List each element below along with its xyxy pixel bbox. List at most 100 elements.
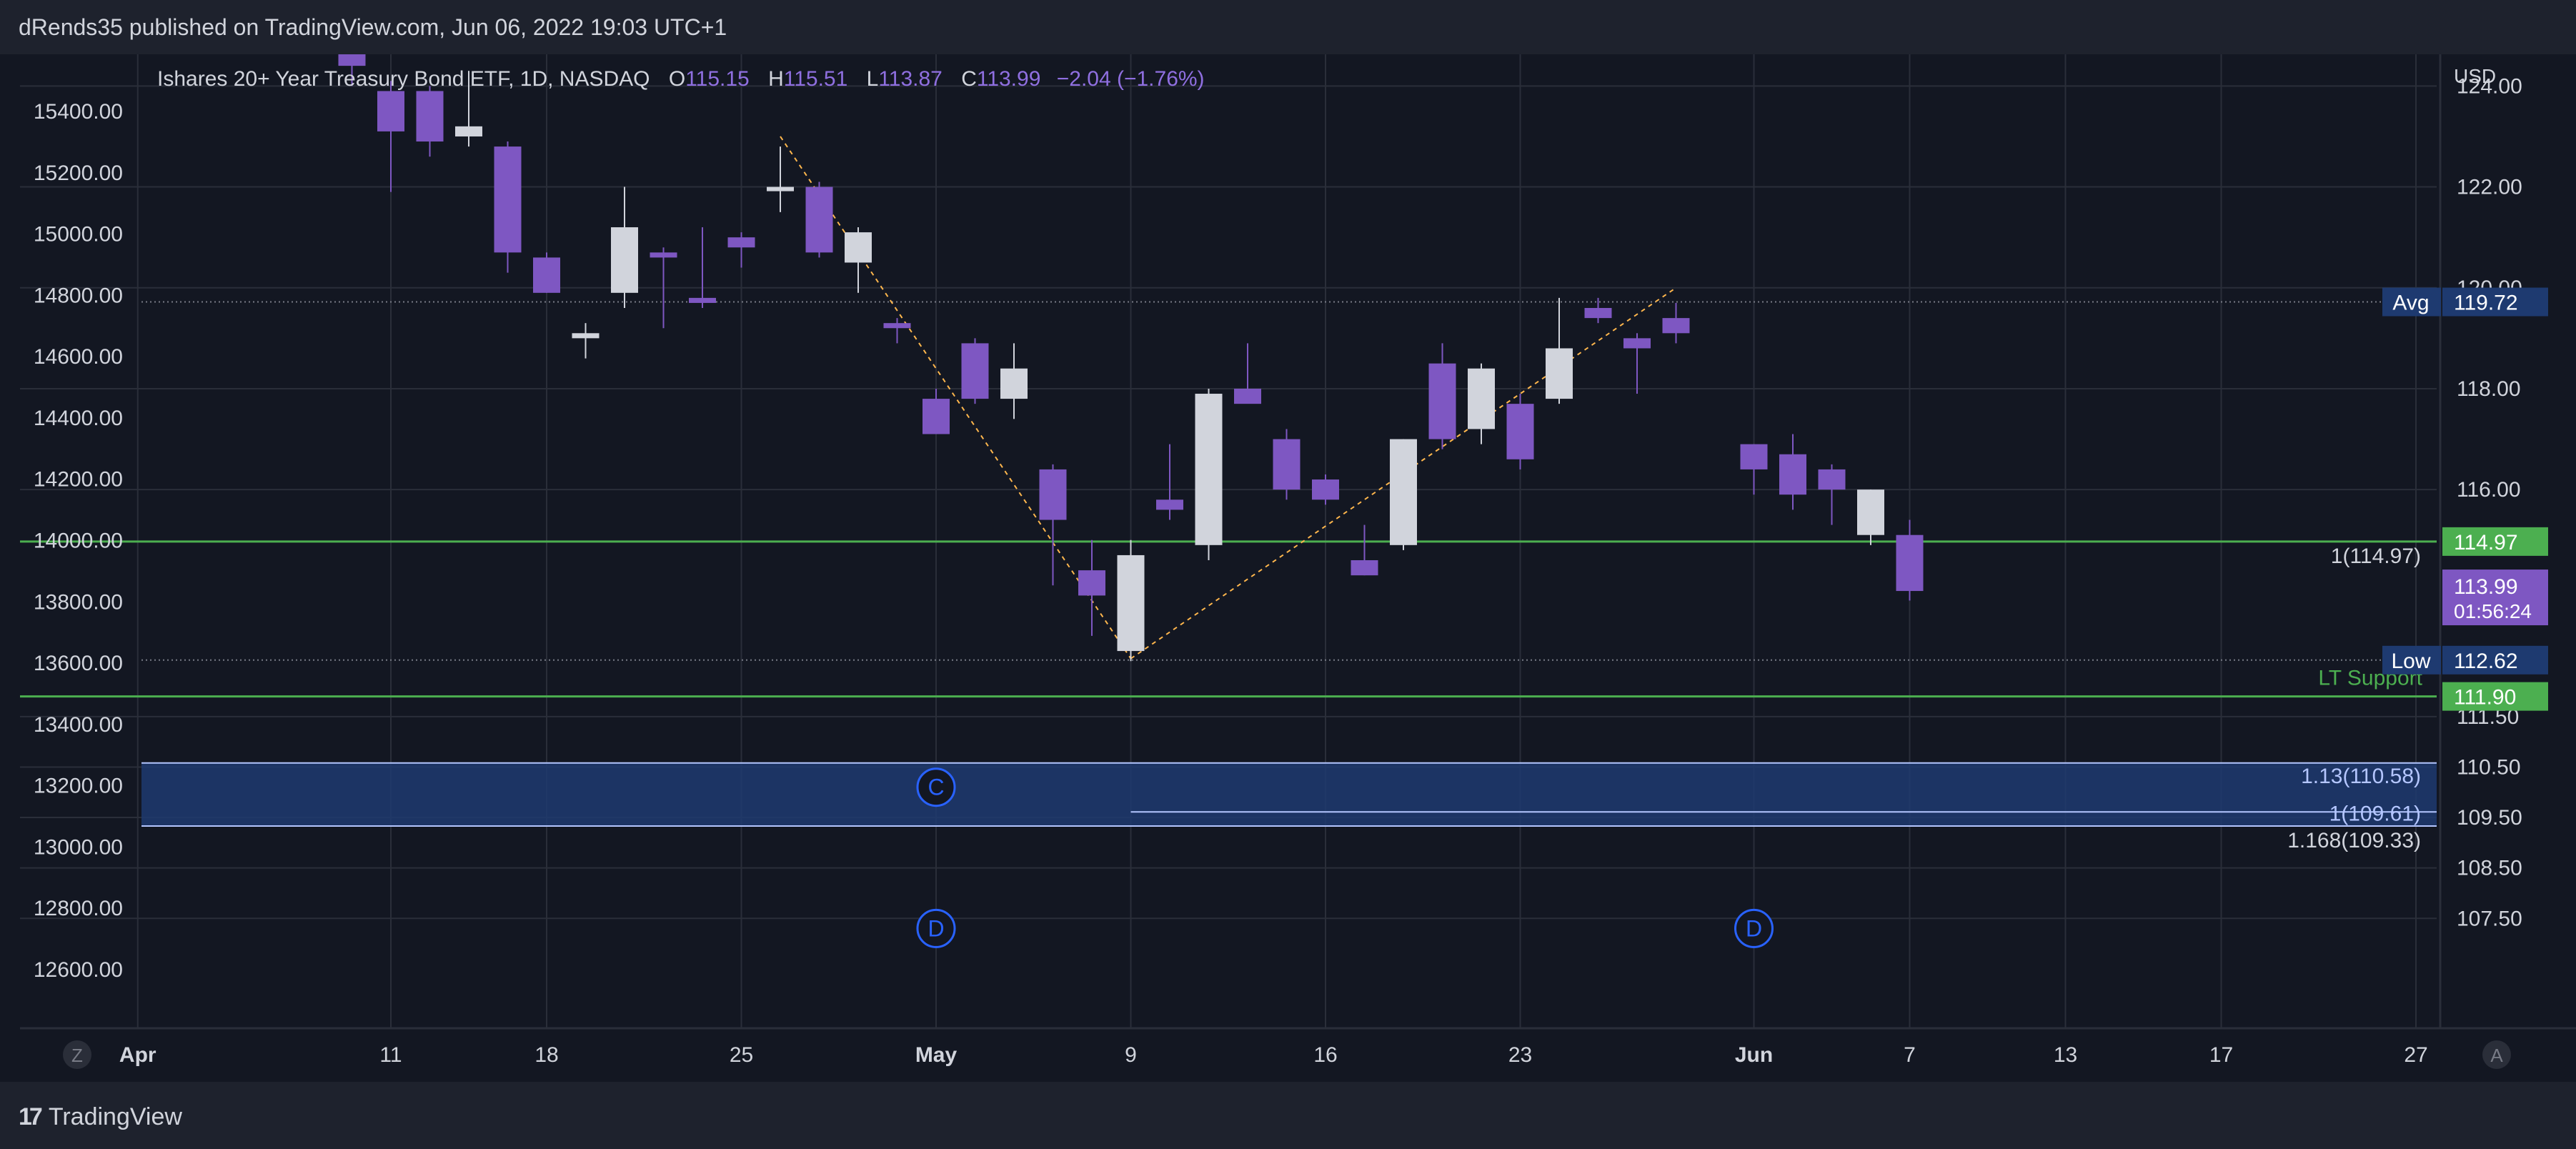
- candle-body[interactable]: [727, 237, 755, 248]
- event-marker-label: D: [1746, 915, 1762, 941]
- candle-body[interactable]: [1312, 479, 1339, 500]
- candle-body[interactable]: [1156, 499, 1183, 510]
- event-marker[interactable]: [916, 767, 956, 807]
- candle-body[interactable]: [1662, 318, 1690, 334]
- candle-body[interactable]: [1896, 534, 1924, 592]
- candle-body[interactable]: [1117, 554, 1145, 652]
- candle-body[interactable]: [650, 252, 677, 258]
- candle-body[interactable]: [805, 186, 833, 253]
- left-axis-tick: 13400.00: [34, 713, 123, 737]
- candle-body[interactable]: [1857, 489, 1884, 535]
- candle-body[interactable]: [1740, 444, 1768, 469]
- candle-body[interactable]: [338, 54, 366, 66]
- footer: 17 TradingView: [0, 1082, 2576, 1149]
- time-axis-panel: [0, 1028, 2576, 1082]
- chart-background: [0, 54, 2576, 1082]
- candle-body[interactable]: [455, 126, 482, 136]
- right-axis-tick: 109.50: [2457, 806, 2522, 830]
- time-axis-tick: 9: [1125, 1043, 1137, 1067]
- candle-body[interactable]: [1234, 388, 1261, 404]
- close-value: 113.99: [976, 67, 1041, 91]
- left-axis-tick: 14600.00: [34, 345, 123, 369]
- left-axis-tick: 13000.00: [34, 835, 123, 859]
- tag-114-97-text: 114.97: [2454, 531, 2518, 554]
- tradingview-logo[interactable]: 17 TradingView: [19, 1103, 182, 1131]
- candle-body[interactable]: [416, 91, 444, 142]
- candle-body[interactable]: [377, 91, 404, 131]
- attribution-text: dRends35 published on TradingView.com, J…: [19, 14, 727, 40]
- candle-body[interactable]: [572, 333, 600, 339]
- time-axis-tick: 11: [379, 1043, 402, 1067]
- high-label: H: [768, 67, 784, 91]
- auto-scale-button[interactable]: [63, 1040, 91, 1069]
- candle-body[interactable]: [1428, 363, 1456, 439]
- left-axis-tick: 12600.00: [34, 958, 123, 982]
- open-label: O: [668, 67, 686, 91]
- hline-label: 1(114.97): [2331, 544, 2421, 568]
- left-axis-tick: 13200.00: [34, 775, 123, 798]
- current-price-tag: [2442, 569, 2548, 626]
- right-axis-tick: 122.00: [2457, 176, 2522, 199]
- candle-body[interactable]: [689, 297, 716, 303]
- candle-body[interactable]: [1000, 368, 1028, 399]
- auto-button[interactable]: [2482, 1040, 2511, 1069]
- time-axis-tick: Apr: [119, 1043, 156, 1067]
- time-axis-tick: 18: [534, 1043, 558, 1067]
- fib-label: 1.13(110.58): [2301, 765, 2421, 788]
- countdown-text: 01:56:24: [2454, 600, 2532, 622]
- fib-zone: 1.13(110.58) 1(109.61) 1.168(109.33): [141, 762, 2437, 852]
- event-marker-label: C: [928, 775, 944, 800]
- time-axis-tick: May: [915, 1043, 958, 1067]
- right-axis-tick: 107.50: [2457, 907, 2522, 930]
- candle-body[interactable]: [1818, 469, 1846, 490]
- candle-body[interactable]: [611, 227, 638, 293]
- right-axis-tick: 118.00: [2457, 377, 2521, 401]
- current-price-text: 113.99: [2454, 575, 2518, 599]
- candle-body[interactable]: [533, 257, 560, 293]
- candle-body[interactable]: [1039, 469, 1067, 520]
- candle-body[interactable]: [923, 399, 950, 434]
- tag-avg: [2442, 287, 2548, 317]
- label-low: [2382, 645, 2441, 675]
- candles: [338, 54, 1924, 662]
- event-marker-label: D: [928, 915, 944, 941]
- event-marker[interactable]: [1734, 908, 1774, 948]
- left-axis-tick: 14800.00: [34, 284, 123, 307]
- time-axis-tick: 23: [1508, 1043, 1532, 1067]
- candle-body[interactable]: [883, 323, 911, 329]
- right-axis-tick: 124.00: [2457, 74, 2522, 98]
- candle-body[interactable]: [1584, 308, 1612, 319]
- time-axis-tick: 17: [2209, 1043, 2233, 1067]
- time-axis-tick: Jun: [1735, 1043, 1773, 1067]
- candle-body[interactable]: [961, 343, 989, 399]
- candle-body[interactable]: [1195, 394, 1223, 545]
- candle-body[interactable]: [1546, 348, 1573, 399]
- price-tags: 114.97 111.90 119.72 112.62 Avg Low 113.9901:5…: [2382, 287, 2548, 711]
- candle-body[interactable]: [1078, 570, 1105, 596]
- trend-line[interactable]: [780, 136, 1132, 660]
- chart[interactable]: 1.13(110.58) 1(109.61) 1.168(109.33) 1(114…: [0, 54, 2576, 1082]
- candle-body[interactable]: [1779, 454, 1806, 495]
- symbol-name: Ishares 20+ Year Treasury Bond ETF, 1D, …: [157, 67, 650, 91]
- label-avg: [2382, 287, 2441, 317]
- left-axis-tick: 15400.00: [34, 100, 123, 124]
- auto-button-label: A: [2490, 1045, 2503, 1066]
- header: dRends35 published on TradingView.com, J…: [0, 0, 2576, 54]
- candle-body[interactable]: [845, 232, 872, 263]
- zoom-button-label: Z: [71, 1045, 83, 1066]
- left-axis-tick: 14400.00: [34, 407, 123, 430]
- event-marker[interactable]: [916, 908, 956, 948]
- candle-body[interactable]: [767, 186, 794, 192]
- candle-body[interactable]: [1506, 404, 1534, 459]
- candle-body[interactable]: [1390, 439, 1417, 545]
- candle-body[interactable]: [1273, 439, 1301, 490]
- symbol-legend: Ishares 20+ Year Treasury Bond ETF, 1D, …: [157, 67, 1205, 91]
- candle-body[interactable]: [494, 146, 522, 253]
- candle-body[interactable]: [1468, 368, 1495, 429]
- right-axis-tick: 110.50: [2457, 755, 2521, 779]
- tag-avg-text: 119.72: [2454, 292, 2518, 315]
- candle-body[interactable]: [1623, 338, 1651, 349]
- tag-low: [2442, 645, 2548, 675]
- left-axis-tick: 12800.00: [34, 897, 123, 920]
- candle-body[interactable]: [1351, 560, 1378, 576]
